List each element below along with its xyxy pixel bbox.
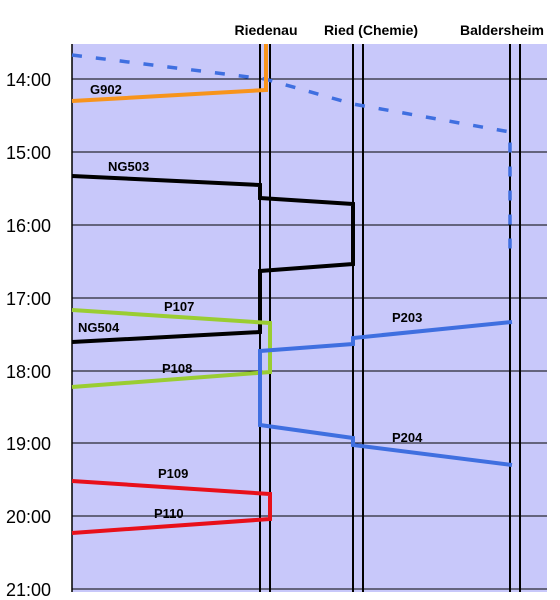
- train-path-dashed-blue: [71, 53, 512, 255]
- time-label-18: 18:00: [6, 362, 51, 382]
- train-label-p110: P110: [154, 506, 184, 521]
- station-label-baldersheim: Baldersheim: [460, 22, 544, 38]
- plot-background: [72, 44, 547, 592]
- time-label-16: 16:00: [6, 216, 51, 236]
- time-label-20: 20:00: [6, 507, 51, 527]
- train-path-p107-p108: [71, 308, 272, 389]
- time-label-14: 14:00: [6, 70, 51, 90]
- train-path-p203-p204: [258, 320, 513, 467]
- hour-gridlines: [72, 78, 547, 590]
- time-label-15: 15:00: [6, 143, 51, 163]
- station-label-ried-chemie: Ried (Chemie): [324, 22, 418, 38]
- time-label-17: 17:00: [6, 289, 51, 309]
- train-label-p108: P108: [162, 361, 192, 376]
- train-label-p204: P204: [392, 430, 423, 445]
- time-label-19: 19:00: [6, 434, 51, 454]
- train-label-p203: P203: [392, 310, 422, 325]
- train-path-g902: [71, 44, 268, 103]
- train-label-p109: P109: [158, 466, 188, 481]
- time-label-21: 21:00: [6, 580, 51, 600]
- station-label-riedenau: Riedenau: [234, 22, 297, 38]
- train-label-p107: P107: [164, 299, 194, 314]
- train-path-p109-p110: [71, 479, 272, 535]
- train-label-g902: G902: [90, 82, 122, 97]
- train-label-ng504: NG504: [78, 320, 120, 335]
- train-label-ng503: NG503: [108, 159, 149, 174]
